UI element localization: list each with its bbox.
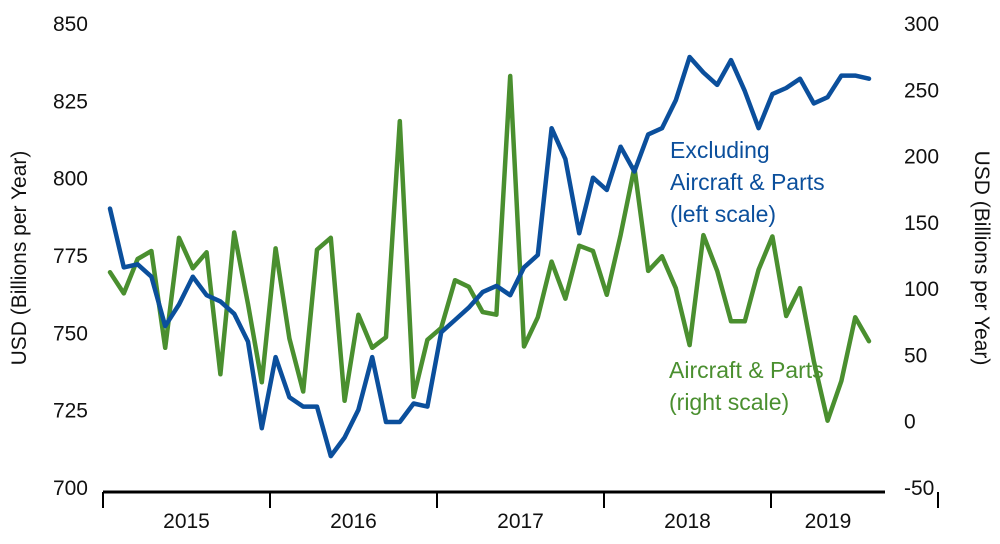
year-label: 2017 <box>497 510 544 533</box>
year-label: 2019 <box>805 510 852 533</box>
x-axis-ticks <box>102 492 939 508</box>
excluding-aircraft-annotation: Excluding Aircraft & Parts (left scale) <box>670 137 825 227</box>
right-tick-label: 150 <box>904 212 939 235</box>
series-layer <box>107 54 872 459</box>
aircraft-parts-label: Aircraft & Parts <box>669 357 824 383</box>
aircraft-parts-annotation: Aircraft & Parts (right scale) <box>669 357 824 415</box>
right-tick-label: 250 <box>904 79 939 102</box>
aircraft-parts-line <box>107 73 872 423</box>
left-tick-label: 775 <box>53 245 88 268</box>
excluding-aircraft-label: Aircraft & Parts <box>670 169 825 195</box>
left-tick-label: 800 <box>53 168 88 191</box>
left-tick-label: 725 <box>53 400 88 423</box>
excluding-aircraft-line <box>107 54 872 459</box>
right-tick-label: 300 <box>904 13 939 36</box>
right-tick-label: -50 <box>904 477 934 500</box>
right-tick-label: 200 <box>904 146 939 169</box>
left-tick-label: 850 <box>53 13 88 36</box>
left-axis-ticks: 700 725 750 775 800 825 850 <box>53 13 88 500</box>
left-tick-label: 750 <box>53 322 88 345</box>
right-axis-ticks: -50 0 50 100 150 200 250 300 <box>904 13 939 500</box>
right-tick-label: 100 <box>904 278 939 301</box>
excluding-aircraft-label: (left scale) <box>670 201 776 227</box>
year-label: 2015 <box>163 510 210 533</box>
year-label: 2016 <box>330 510 377 533</box>
right-axis-title: USD (Billions per Year) <box>970 151 993 366</box>
left-tick-label: 825 <box>53 90 88 113</box>
right-tick-label: 50 <box>904 344 927 367</box>
excluding-aircraft-label: Excluding <box>670 137 770 163</box>
left-tick-label: 700 <box>53 477 88 500</box>
right-tick-label: 0 <box>904 411 916 434</box>
x-axis-year-labels: 2015 2016 2017 2018 2019 <box>163 510 851 533</box>
year-label: 2018 <box>664 510 711 533</box>
left-axis-title: USD (Billions per Year) <box>8 151 31 366</box>
aircraft-parts-label: (right scale) <box>669 389 789 415</box>
